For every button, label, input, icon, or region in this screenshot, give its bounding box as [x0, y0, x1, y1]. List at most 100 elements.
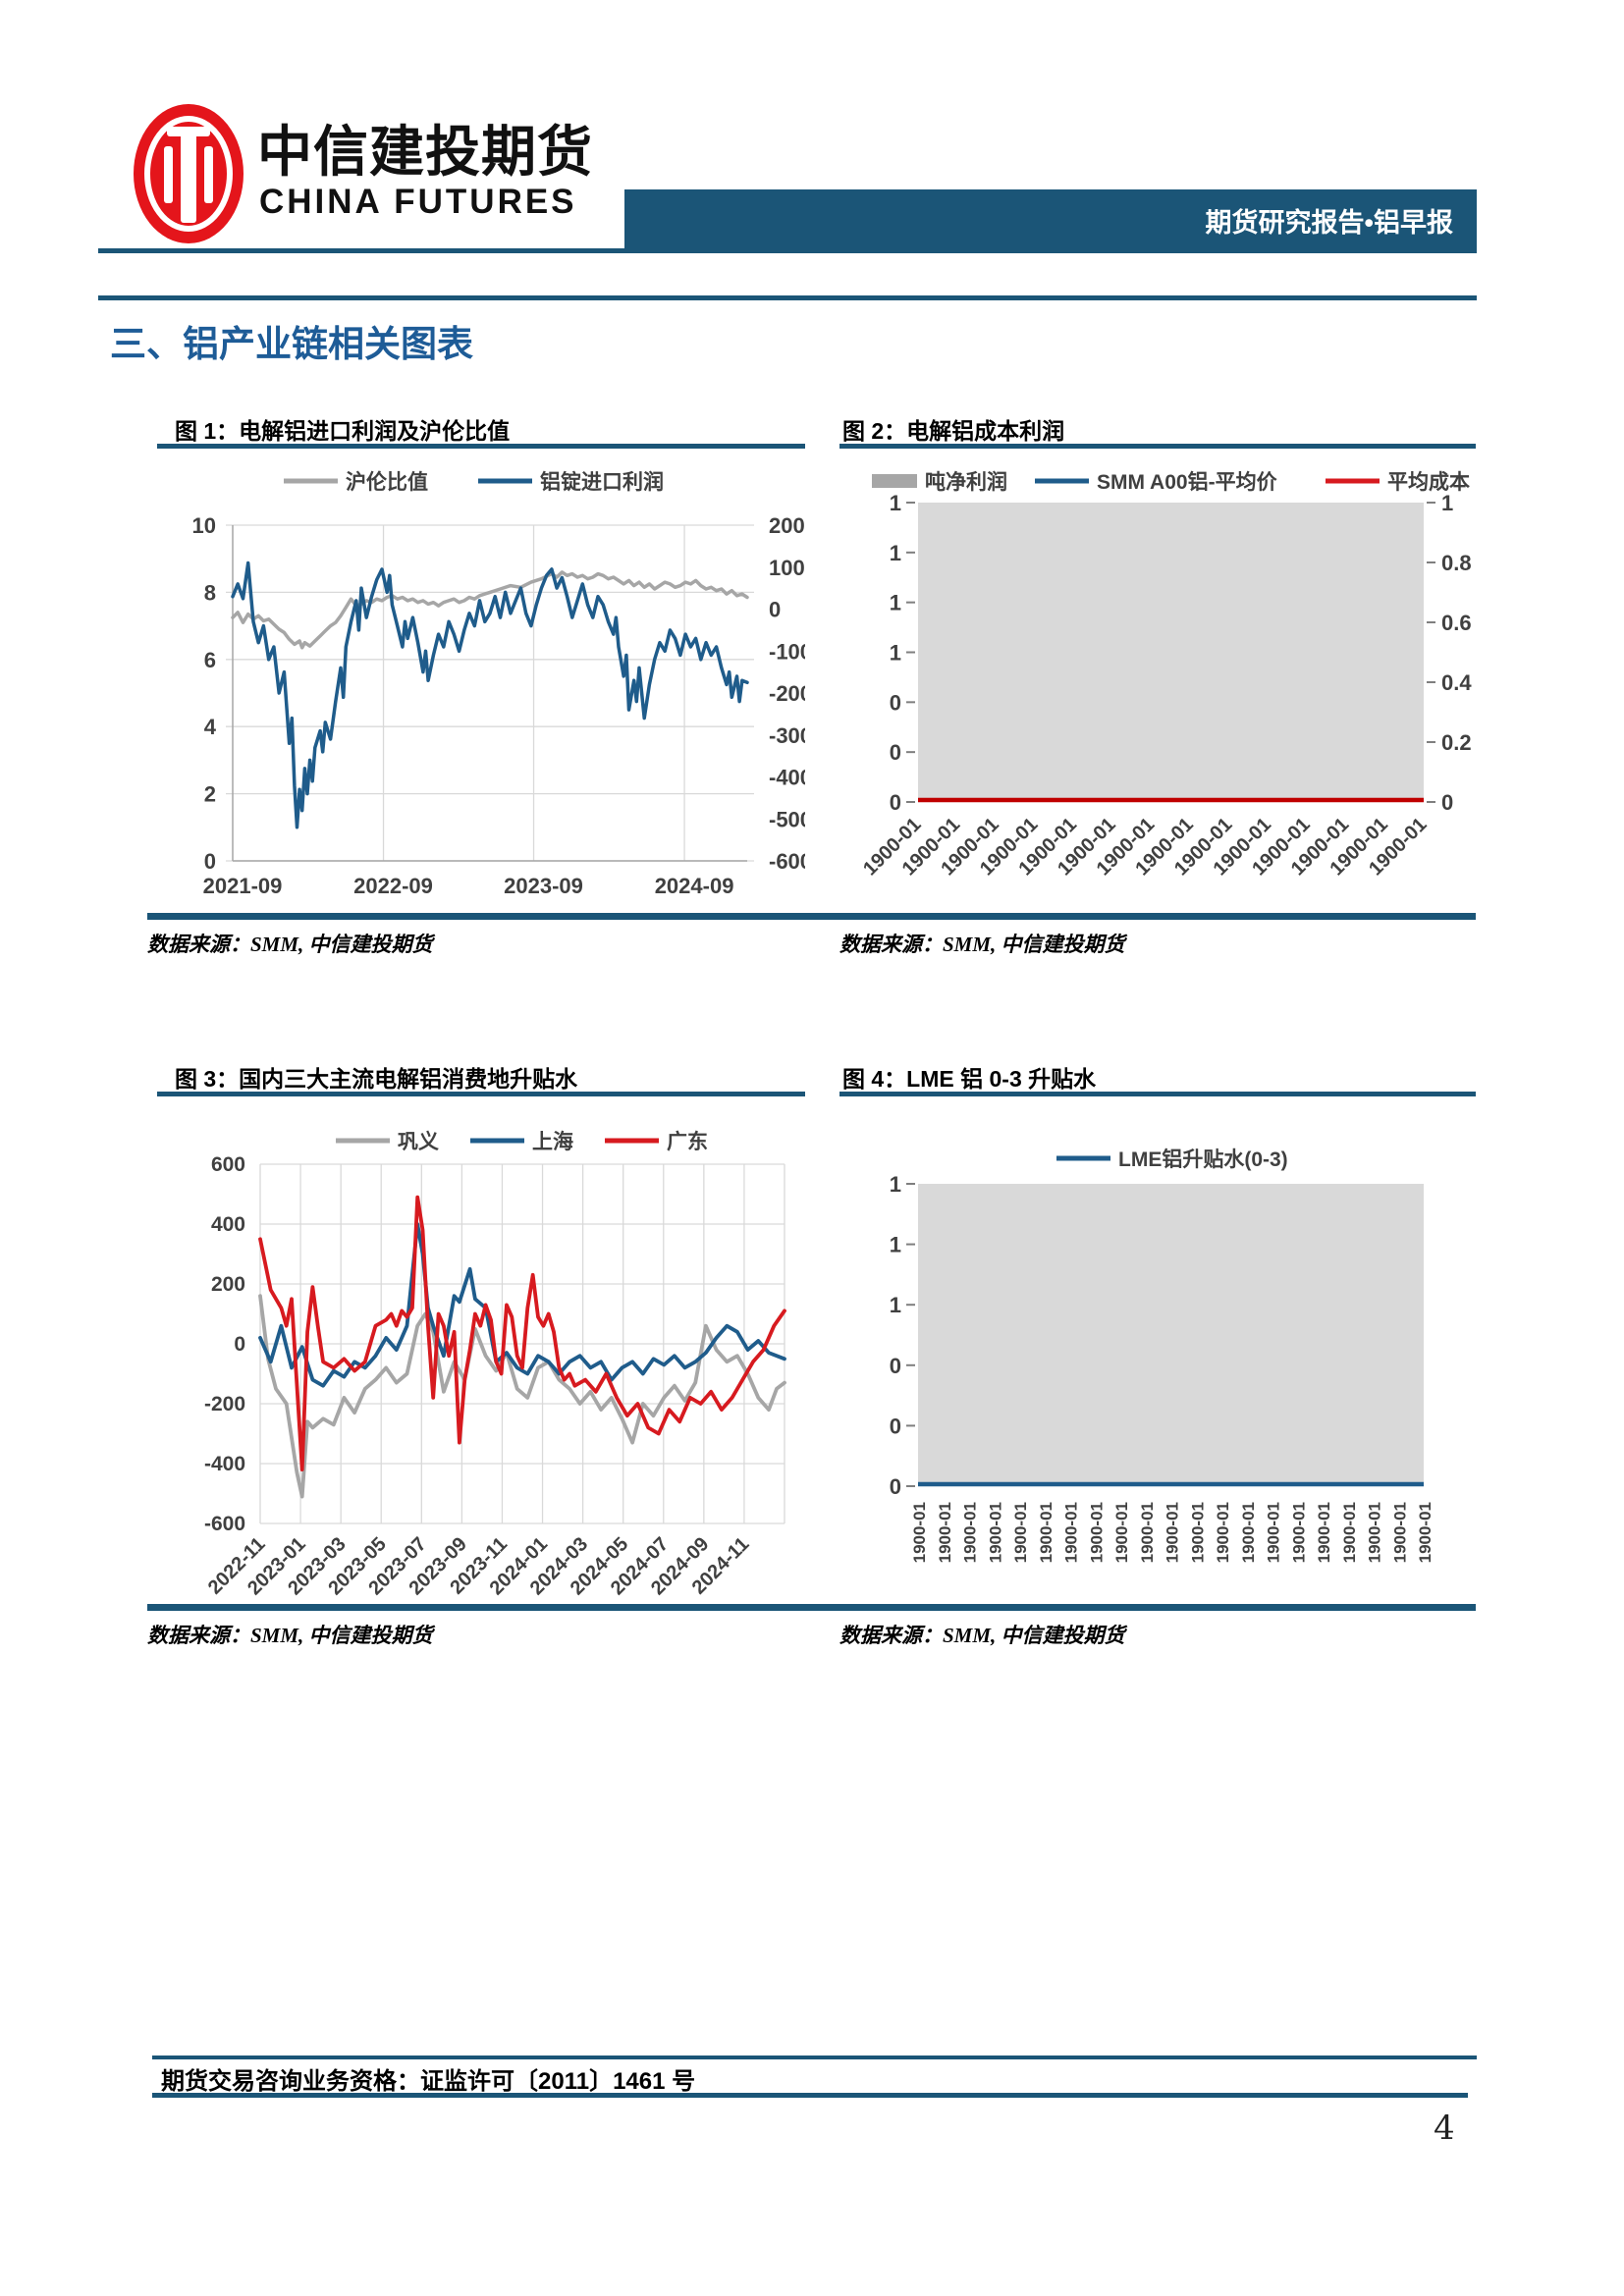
x-axis-tick: 2024-09 [655, 874, 734, 898]
left-axis-tick: 0 [890, 790, 901, 815]
left-axis-tick: 600 [211, 1153, 245, 1176]
brand-name-cn: 中信建投期货 [257, 121, 593, 183]
left-axis-tick: 2 [204, 782, 216, 807]
legend-label: 沪伦比值 [346, 470, 428, 494]
left-axis-tick: 0 [890, 1414, 901, 1438]
figure-3-title-rule [157, 1092, 805, 1096]
right-axis-tick: -3000 [769, 723, 805, 748]
left-axis-tick: 10 [192, 513, 216, 538]
figure-2-title: 图 2：电解铝成本利润 [842, 418, 1065, 444]
row1-separator [147, 913, 1476, 920]
x-axis-tick: 1900-01 [986, 1502, 1004, 1563]
left-axis-tick: 1 [890, 491, 901, 515]
right-axis-tick: -6000 [769, 849, 805, 874]
left-axis-tick: 1 [890, 1293, 901, 1317]
x-axis-tick: 1900-01 [1062, 1502, 1081, 1563]
figure-4-chart: LME铝升贴水(0-3) 1 1 1 0 0 0 1900-01 1900-01 1900-01 1… [839, 1101, 1488, 1607]
left-axis-tick: 6 [204, 648, 216, 672]
figure-4-source: 数据来源：SMM, 中信建投期货 [839, 1624, 1125, 1647]
x-axis-tick: 2021-09 [203, 874, 283, 898]
right-axis-tick: -5000 [769, 807, 805, 831]
footer-rule-top [152, 2056, 1477, 2059]
right-axis-tick: 0.4 [1441, 670, 1472, 695]
section-title: 三、铝产业链相关图表 [110, 324, 473, 364]
right-axis-tick: 0 [769, 598, 781, 622]
left-axis-tick: 200 [211, 1273, 245, 1296]
fig3-svg: 巩义 上海 广东6004002000-200-400-6002022-112023-… [204, 1130, 786, 1599]
figure-2-chart: 吨净利润 SMM A00铝-平均价 平均成本 1 1 1 1 0 0 0 1 0.8 0.6 0.4 0.2… [839, 454, 1488, 910]
left-axis-tick: -400 [204, 1453, 245, 1475]
figure-3-chart: 巩义 上海 广东 600 400 200 0 -200 -400 -600 2022-11 2023-… [147, 1101, 805, 1607]
right-axis-tick: -4000 [769, 766, 805, 790]
right-axis-tick: 0.6 [1441, 611, 1472, 635]
fig4-svg: LME铝升贴水(0-3) 1 1 1 0 0 0 1900-01 1900-01 1900-01 1… [890, 1148, 1435, 1563]
legend-label: 吨净利润 [925, 470, 1007, 494]
left-axis-tick: 1 [890, 541, 901, 565]
x-axis-tick: 1900-01 [1239, 1502, 1258, 1563]
left-axis-tick: 0 [234, 1333, 245, 1356]
x-axis-tick: 1900-01 [1390, 1502, 1409, 1563]
x-axis-tick: 1900-01 [1138, 1502, 1157, 1563]
x-axis-tick: 1900-01 [1037, 1502, 1056, 1563]
series-line [231, 570, 749, 650]
x-axis-tick: 1900-01 [936, 1502, 954, 1563]
header-rule-top [98, 248, 1477, 253]
right-axis-tick: 0.8 [1441, 551, 1472, 575]
legend-label: 巩义 [398, 1131, 439, 1153]
figure-3-title: 图 3：国内三大主流电解铝消费地升贴水 [175, 1066, 578, 1092]
row2-separator [147, 1604, 1476, 1611]
series-line [231, 561, 749, 829]
figure-4-title-rule [839, 1092, 1476, 1096]
legend-label: LME铝升贴水(0-3) [1118, 1148, 1288, 1171]
left-axis-tick: 0 [890, 740, 901, 765]
x-axis-tick: 1900-01 [1214, 1502, 1232, 1563]
left-axis-tick: 1 [890, 1233, 901, 1257]
legend-label: 铝锭进口利润 [540, 470, 664, 494]
legend-swatch-bar [872, 474, 917, 488]
right-axis-tick: 1 [1441, 491, 1453, 515]
footer-license: 期货交易咨询业务资格：证监许可〔2011〕1461 号 [161, 2068, 696, 2095]
x-axis-tick: 1900-01 [1289, 1502, 1308, 1563]
legend-label: 上海 [532, 1130, 573, 1153]
figure-2-title-rule [839, 444, 1476, 449]
figure-1-title-rule [157, 444, 805, 449]
figure-4-title: 图 4：LME 铝 0-3 升贴水 [842, 1066, 1097, 1092]
left-axis-tick: -200 [204, 1393, 245, 1415]
x-axis-tick: 1900-01 [1265, 1502, 1283, 1563]
left-axis-tick: 8 [204, 580, 216, 605]
x-axis-tick: 1900-01 [961, 1502, 980, 1563]
left-axis-tick: 1 [890, 591, 901, 615]
x-axis-tick: 1900-01 [1087, 1502, 1106, 1563]
footer-rule-bottom [152, 2093, 1468, 2098]
left-axis-tick: 0 [204, 849, 216, 874]
report-type-label: 期货研究报告•铝早报 [1205, 207, 1453, 238]
brand-name-en: CHINA FUTURES [259, 183, 577, 221]
figure-3-source: 数据来源：SMM, 中信建投期货 [147, 1624, 433, 1647]
legend-label: 广东 [667, 1130, 708, 1153]
header-rule-bottom [98, 295, 1477, 300]
left-axis-tick: 1 [890, 641, 901, 666]
report-type-banner: 期货研究报告•铝早报 [624, 189, 1477, 250]
x-axis-tick: 1900-01 [1315, 1502, 1333, 1563]
series-line [258, 1195, 786, 1472]
x-axis-tick: 2023-09 [504, 874, 583, 898]
right-axis-tick: 0.2 [1441, 730, 1472, 755]
legend-label: SMM A00铝-平均价 [1097, 470, 1278, 494]
figure-1-source: 数据来源：SMM, 中信建投期货 [147, 933, 433, 956]
left-axis-tick: 0 [890, 1354, 901, 1378]
left-axis-tick: -600 [204, 1513, 245, 1535]
series-line [258, 1294, 786, 1499]
left-axis-tick: 1 [890, 1172, 901, 1197]
x-axis-tick: 1900-01 [1188, 1502, 1207, 1563]
x-axis-tick: 1900-01 [1164, 1502, 1182, 1563]
x-axis-tick: 1900-01 [1112, 1502, 1131, 1563]
x-axis-tick: 1900-01 [910, 1502, 929, 1563]
legend-label: 平均成本 [1387, 470, 1470, 494]
fig2-svg: 吨净利润 SMM A00铝-平均价 平均成本111100010.80.60.40.2… [859, 470, 1472, 880]
